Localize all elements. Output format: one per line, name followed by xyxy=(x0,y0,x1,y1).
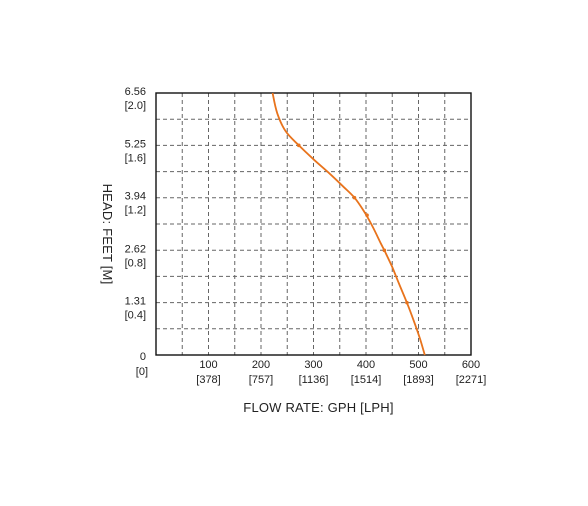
y-axis-title: HEAD: FEET [M] xyxy=(100,184,115,285)
plot-frame xyxy=(155,92,472,356)
x-tick-sublabel: [2271] xyxy=(456,374,487,386)
y-tick-label: 1.31 xyxy=(125,296,146,308)
x-tick-sublabel: [378] xyxy=(196,374,220,386)
x-tick-label: 500 xyxy=(409,359,427,371)
x-tick-label: 200 xyxy=(252,359,270,371)
x-tick-label: 100 xyxy=(199,359,217,371)
origin-tick-sublabel: [0] xyxy=(136,366,148,378)
x-tick-label: 400 xyxy=(357,359,375,371)
data-point xyxy=(352,195,357,200)
y-tick-sublabel: [2.0] xyxy=(125,100,146,112)
x-tick-sublabel: [1514] xyxy=(351,374,382,386)
x-tick-label: 300 xyxy=(304,359,322,371)
chart-grid xyxy=(156,93,471,355)
y-tick-label: 6.56 xyxy=(125,86,146,98)
series-layer xyxy=(271,92,426,356)
x-axis-title: FLOW RATE: GPH [LPH] xyxy=(243,400,393,415)
y-tick-sublabel: [1.6] xyxy=(125,152,146,164)
y-tick-label: 3.94 xyxy=(125,191,146,203)
y-tick-sublabel: [1.2] xyxy=(125,205,146,217)
data-point xyxy=(405,300,409,305)
data-point xyxy=(297,143,301,148)
y-tick-label: 5.25 xyxy=(125,138,146,150)
data-point xyxy=(365,213,369,218)
y-tick-sublabel: [0.4] xyxy=(125,310,146,322)
tick-labels: 100 [378] 200 [757] 300 [1136] 400 [1514] 500 [18… xyxy=(125,86,487,386)
y-tick-label: 2.62 xyxy=(125,243,146,255)
x-tick-sublabel: [757] xyxy=(249,374,273,386)
data-point xyxy=(382,248,387,253)
x-tick-sublabel: [1136] xyxy=(299,374,329,386)
y-tick-sublabel: [0.8] xyxy=(125,257,146,269)
x-tick-label: 600 xyxy=(462,359,480,371)
origin-tick-label: 0 xyxy=(140,351,146,363)
x-tick-sublabel: [1893] xyxy=(403,374,434,386)
